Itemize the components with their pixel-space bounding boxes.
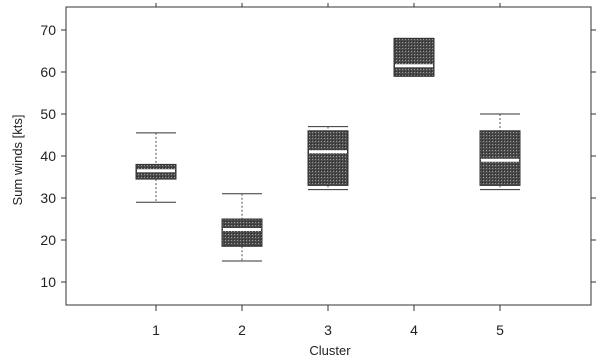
box-series bbox=[135, 37, 521, 262]
iqr-box bbox=[479, 130, 521, 186]
box-cluster-3 bbox=[307, 126, 349, 191]
y-tick-label: 10 bbox=[40, 274, 56, 290]
x-tick-label: 3 bbox=[324, 322, 332, 338]
y-tick-label: 60 bbox=[40, 64, 56, 80]
x-tick-label: 1 bbox=[152, 322, 160, 338]
x-axis: 1 2 3 4 5 bbox=[152, 3, 504, 338]
iqr-box bbox=[221, 218, 263, 247]
box-cluster-5 bbox=[479, 113, 521, 191]
x-tick-label: 5 bbox=[496, 322, 504, 338]
y-tick-label: 30 bbox=[40, 190, 56, 206]
iqr-box bbox=[307, 130, 349, 186]
x-tick-label: 4 bbox=[410, 322, 418, 338]
x-tick-label: 2 bbox=[238, 322, 246, 338]
y-tick-label: 50 bbox=[40, 106, 56, 122]
y-axis: 10 20 30 40 50 60 70 bbox=[40, 22, 596, 290]
y-tick-label: 20 bbox=[40, 232, 56, 248]
box-cluster-1 bbox=[135, 132, 177, 203]
x-axis-title: Cluster bbox=[309, 343, 351, 358]
y-tick-label: 70 bbox=[40, 22, 56, 38]
box-cluster-2 bbox=[221, 193, 263, 262]
y-axis-title: Sum winds [kts] bbox=[10, 114, 25, 205]
y-tick-label: 40 bbox=[40, 148, 56, 164]
box-cluster-4 bbox=[393, 37, 435, 77]
iqr-box bbox=[393, 37, 435, 77]
